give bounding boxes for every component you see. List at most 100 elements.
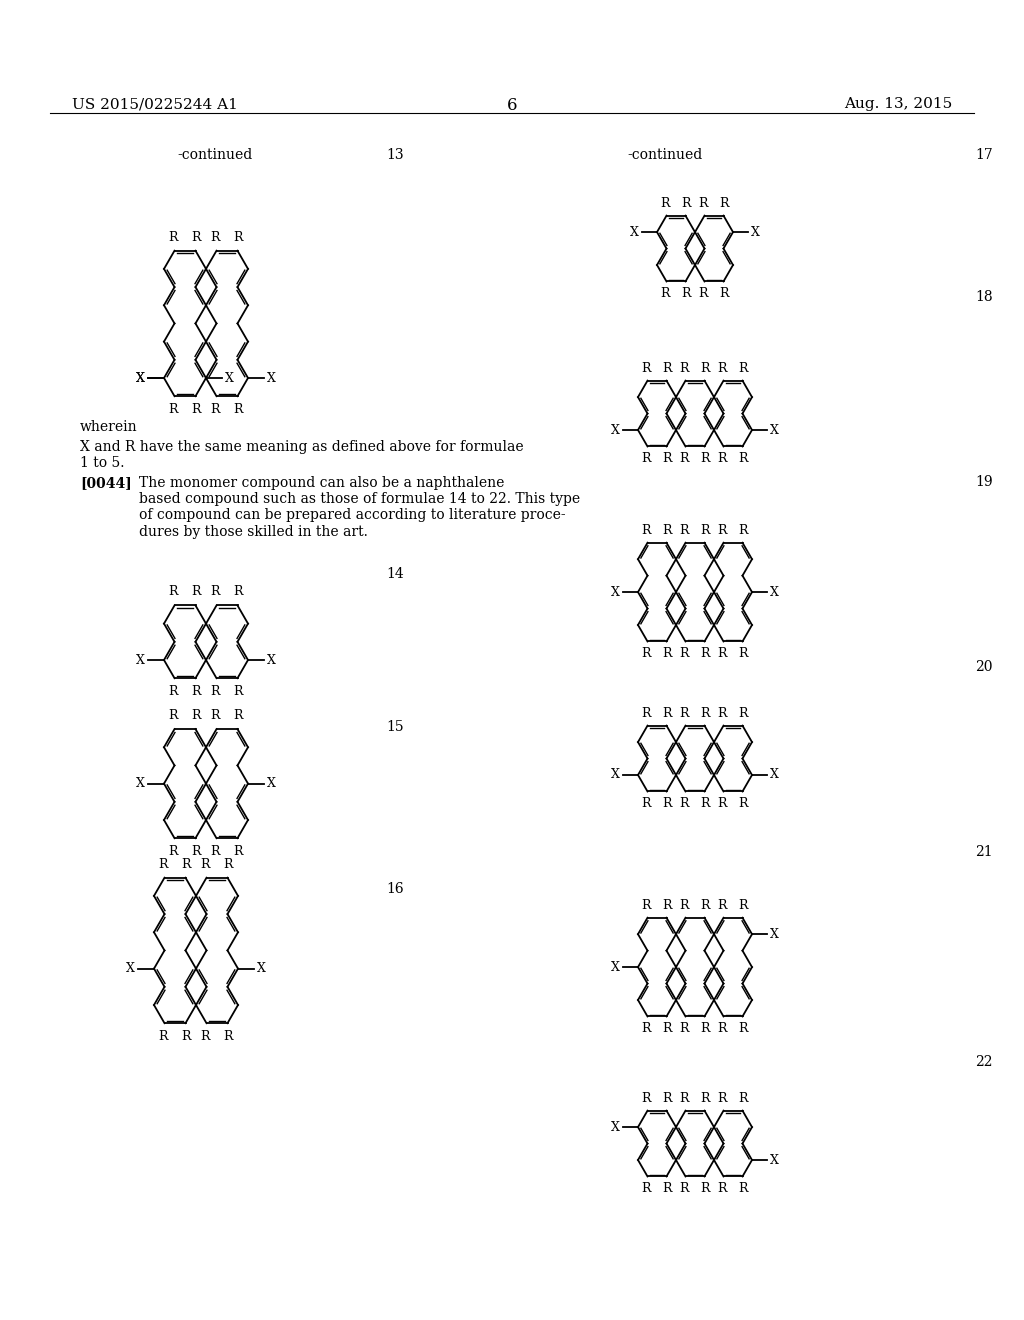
Text: R: R	[211, 685, 220, 698]
Text: R: R	[718, 453, 727, 466]
Text: R: R	[169, 586, 178, 598]
Text: R: R	[191, 231, 202, 244]
Text: X: X	[770, 768, 779, 781]
Text: X: X	[267, 653, 275, 667]
Text: R: R	[718, 647, 727, 660]
Text: R: R	[642, 899, 651, 912]
Text: R: R	[682, 197, 691, 210]
Text: X: X	[611, 961, 620, 974]
Text: R: R	[700, 797, 711, 810]
Text: R: R	[233, 231, 244, 244]
Text: R: R	[698, 288, 709, 301]
Text: X: X	[136, 371, 145, 384]
Text: R: R	[191, 709, 202, 722]
Text: R: R	[660, 197, 671, 210]
Text: R: R	[233, 586, 244, 598]
Text: R: R	[663, 1183, 672, 1196]
Text: R: R	[169, 709, 178, 722]
Text: R: R	[700, 647, 711, 660]
Text: 21: 21	[975, 845, 992, 859]
Text: R: R	[660, 288, 671, 301]
Text: R: R	[680, 647, 689, 660]
Text: R: R	[211, 403, 220, 416]
Text: R: R	[720, 288, 729, 301]
Text: R: R	[680, 524, 689, 537]
Text: R: R	[181, 858, 191, 871]
Text: X and R have the same meaning as defined above for formulae
1 to 5.: X and R have the same meaning as defined…	[80, 440, 523, 470]
Text: R: R	[738, 524, 749, 537]
Text: R: R	[738, 453, 749, 466]
Text: R: R	[663, 1023, 672, 1035]
Text: R: R	[718, 706, 727, 719]
Text: 22: 22	[975, 1055, 992, 1069]
Text: X: X	[630, 226, 639, 239]
Text: 13: 13	[386, 148, 403, 162]
Text: R: R	[680, 797, 689, 810]
Text: R: R	[233, 709, 244, 722]
Text: R: R	[211, 709, 220, 722]
Text: R: R	[211, 845, 220, 858]
Text: R: R	[159, 858, 168, 871]
Text: R: R	[700, 362, 711, 375]
Text: X: X	[225, 371, 233, 384]
Text: R: R	[191, 586, 202, 598]
Text: R: R	[201, 858, 210, 871]
Text: 6: 6	[507, 96, 517, 114]
Text: Aug. 13, 2015: Aug. 13, 2015	[844, 96, 952, 111]
Text: R: R	[718, 1183, 727, 1196]
Text: -continued: -continued	[628, 148, 702, 162]
Text: X: X	[257, 962, 266, 975]
Text: R: R	[718, 1023, 727, 1035]
Text: R: R	[700, 524, 711, 537]
Text: R: R	[663, 362, 672, 375]
Text: R: R	[680, 1183, 689, 1196]
Text: R: R	[738, 899, 749, 912]
Text: R: R	[718, 362, 727, 375]
Text: R: R	[700, 1183, 711, 1196]
Text: X: X	[611, 768, 620, 781]
Text: wherein: wherein	[80, 420, 137, 434]
Text: X: X	[136, 371, 145, 384]
Text: R: R	[700, 1092, 711, 1105]
Text: X: X	[770, 1154, 779, 1167]
Text: The monomer compound can also be a naphthalene
based compound such as those of f: The monomer compound can also be a napht…	[139, 477, 581, 539]
Text: 14: 14	[386, 568, 403, 581]
Text: R: R	[663, 453, 672, 466]
Text: 16: 16	[386, 882, 403, 896]
Text: R: R	[642, 1092, 651, 1105]
Text: R: R	[224, 858, 233, 871]
Text: R: R	[211, 586, 220, 598]
Text: R: R	[700, 453, 711, 466]
Text: X: X	[611, 424, 620, 437]
Text: X: X	[136, 653, 145, 667]
Text: US 2015/0225244 A1: US 2015/0225244 A1	[72, 96, 238, 111]
Text: R: R	[191, 685, 202, 698]
Text: R: R	[738, 1092, 749, 1105]
Text: R: R	[738, 1023, 749, 1035]
Text: X: X	[611, 586, 620, 598]
Text: R: R	[159, 1030, 168, 1043]
Text: X: X	[267, 371, 275, 384]
Text: R: R	[738, 797, 749, 810]
Text: R: R	[680, 362, 689, 375]
Text: R: R	[700, 1023, 711, 1035]
Text: 17: 17	[975, 148, 992, 162]
Text: R: R	[169, 403, 178, 416]
Text: X: X	[770, 928, 779, 941]
Text: X: X	[770, 424, 779, 437]
Text: 18: 18	[975, 290, 992, 304]
Text: R: R	[700, 706, 711, 719]
Text: R: R	[169, 845, 178, 858]
Text: R: R	[181, 1030, 191, 1043]
Text: 20: 20	[975, 660, 992, 675]
Text: R: R	[663, 797, 672, 810]
Text: -continued: -continued	[177, 148, 253, 162]
Text: 15: 15	[386, 719, 403, 734]
Text: R: R	[663, 1092, 672, 1105]
Text: R: R	[680, 899, 689, 912]
Text: R: R	[680, 706, 689, 719]
Text: R: R	[718, 797, 727, 810]
Text: X: X	[751, 226, 760, 239]
Text: R: R	[191, 403, 202, 416]
Text: R: R	[680, 453, 689, 466]
